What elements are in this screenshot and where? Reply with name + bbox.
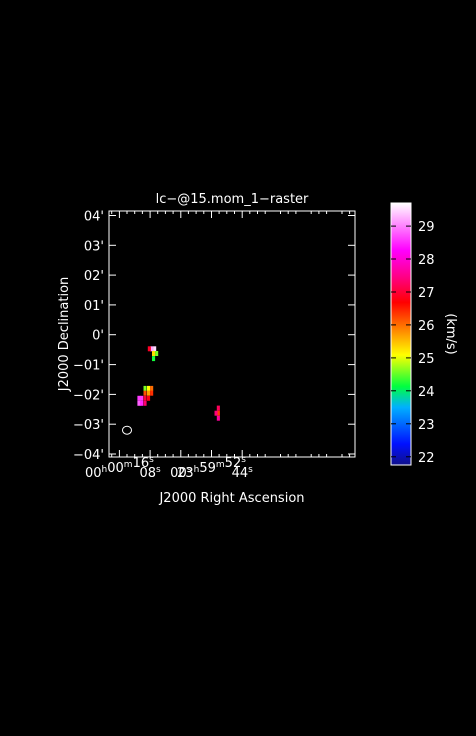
raster-pixel: [150, 385, 154, 391]
x-tick-unit: s: [248, 465, 253, 475]
colorbar-tick-label: 29: [418, 220, 435, 235]
raster-pixel: [147, 346, 151, 352]
colorbar-frame: [390, 202, 412, 466]
colorbar: [391, 203, 411, 465]
colorbar-tick-label: 27: [418, 286, 435, 301]
raster-pixel: [140, 395, 144, 401]
raster-pixel: [216, 405, 220, 411]
x-tick-unit: h: [194, 465, 200, 475]
x-tick-unit: s: [187, 465, 192, 475]
y-tick-label: 04': [84, 210, 104, 225]
x-tick-s: 52: [225, 456, 242, 471]
y-tick-label: 02': [84, 269, 104, 284]
x-tick-label: 00h00m16s: [85, 455, 154, 481]
x-tick-h: 23: [177, 466, 194, 481]
raster-pixels: [137, 346, 220, 421]
colorbar-ticks: 22 23 24 25 26 27 28 29: [391, 220, 435, 466]
raster-pixel: [150, 390, 154, 396]
x-tick-s: 00: [170, 466, 187, 481]
x-tick-label: 44s: [232, 465, 254, 481]
raster-pixel: [150, 346, 154, 352]
plot-frame: [108, 210, 356, 458]
raster-pixel: [140, 400, 144, 406]
raster-pixel: [137, 400, 141, 406]
y-tick-label: 03': [84, 239, 104, 254]
x-tick-m: 00: [107, 461, 124, 476]
raster-pixel: [143, 395, 147, 401]
y-tick-label: −04': [73, 448, 104, 463]
raster-pixel: [155, 351, 159, 356]
colorbar-tick-label: 28: [418, 253, 435, 268]
x-tick-s: 16: [133, 456, 150, 471]
colorbar-tick-label: 24: [418, 385, 435, 400]
colorbar-tick-label: 25: [418, 352, 435, 367]
raster-pixel: [152, 351, 156, 356]
raster-pixel: [147, 390, 151, 396]
raster-pixel: [153, 346, 157, 352]
beam-ellipse: [122, 425, 132, 435]
x-tick-unit: s: [149, 455, 154, 465]
colorbar-label: (km/s): [443, 313, 458, 355]
raster-pixel: [147, 395, 151, 401]
raster-pixel: [216, 410, 220, 416]
raster-pixel: [143, 400, 147, 406]
raster-pixel: [147, 385, 151, 391]
raster-pixel: [143, 385, 147, 391]
x-tick-unit: s: [156, 465, 161, 475]
x-tick-m: 59: [199, 461, 216, 476]
colorbar-tick-label: 26: [418, 319, 435, 334]
y-tick-label: −03': [73, 418, 104, 433]
y-axis-label: J2000 Declination: [57, 277, 72, 393]
raster-pixel: [143, 390, 147, 396]
x-tick-h: 00: [85, 466, 102, 481]
axis-ticks: [109, 211, 355, 457]
colorbar-tick-label: 22: [418, 451, 435, 466]
y-tick-label: −02': [73, 388, 104, 403]
raster-pixel: [214, 410, 218, 416]
x-tick-label: 23h59m52s: [177, 455, 246, 481]
raster-pixel: [152, 356, 156, 362]
x-tick-unit: s: [241, 455, 246, 465]
chart-title: lc−@15.mom_1−raster: [156, 192, 309, 207]
colorbar-tick-label: 23: [418, 418, 435, 433]
x-tick-s: 44: [232, 466, 249, 481]
y-tick-label: 01': [84, 299, 104, 314]
x-tick-s: 08: [139, 466, 156, 481]
raster-pixel: [216, 415, 220, 421]
y-tick-label: 0': [92, 329, 104, 344]
x-tick-unit: m: [216, 460, 225, 470]
x-tick-label: 00s: [170, 465, 192, 481]
x-tick-unit: m: [124, 460, 133, 470]
raster-pixel: [137, 395, 141, 401]
y-tick-label: −01': [73, 359, 104, 374]
x-axis-label: J2000 Right Ascension: [158, 491, 304, 506]
x-tick-unit: h: [102, 465, 108, 475]
x-tick-label: 08s: [139, 465, 161, 481]
y-tick-labels: 04' 03' 02' 01' 0' −01' −02' −03' −04': [73, 210, 104, 464]
